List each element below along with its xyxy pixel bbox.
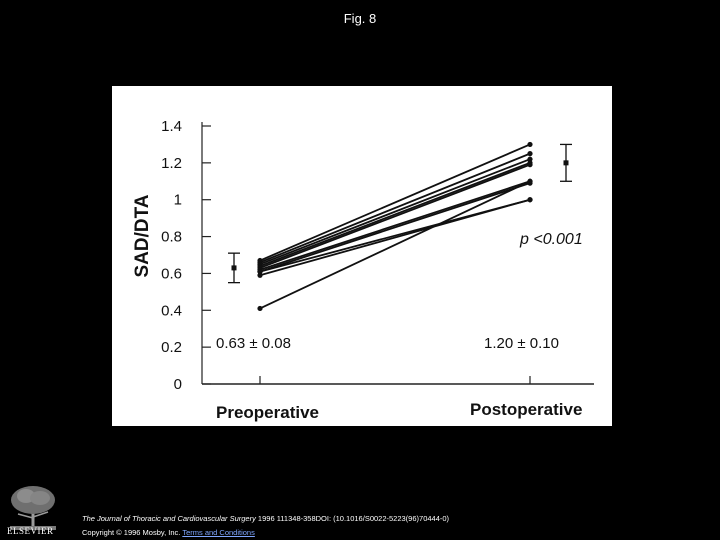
- terms-link[interactable]: Terms and Conditions: [182, 528, 255, 537]
- post-point: [527, 162, 533, 168]
- pre-point: [257, 268, 263, 275]
- y-tick-label: 1: [174, 192, 182, 209]
- subject-line: [259, 180, 531, 310]
- subject-line: [259, 158, 531, 266]
- y-tick-label: 0.8: [161, 229, 182, 246]
- summary-errorbars: [228, 143, 572, 284]
- y-tick-label: 1.2: [161, 155, 182, 172]
- subject-line: [259, 198, 531, 277]
- subject-line: [259, 182, 531, 273]
- x-category-label: Preoperative: [216, 403, 319, 422]
- y-ticks: 0 0.2 0.4 0.6 0.8 1 1.2 1.4: [161, 118, 211, 393]
- mean-marker: [231, 265, 237, 271]
- copyright-line: Copyright © 1996 Mosby, Inc. Terms and C…: [82, 528, 255, 537]
- citation-details: 1996 111348-358DOI: (10.1016/S0022-5223(…: [255, 514, 450, 523]
- subject-line: [259, 180, 531, 271]
- post-summary-label: 1.20 ± 0.10: [484, 335, 559, 352]
- x-category-label: Postoperative: [470, 400, 582, 419]
- copyright-text: Copyright © 1996 Mosby, Inc.: [82, 528, 181, 537]
- figure-title: Fig. 8: [343, 11, 377, 26]
- y-tick-label: 0.4: [161, 302, 182, 319]
- subject-line: [259, 143, 531, 262]
- subject-line: [259, 152, 531, 264]
- y-tick-label: 0.6: [161, 265, 182, 282]
- axes: [201, 122, 594, 385]
- line-chart: 0 0.2 0.4 0.6 0.8 1 1.2 1.4 Preoperative Postope…: [132, 118, 594, 422]
- subject-line: [259, 163, 531, 269]
- series-lines: [257, 141, 533, 312]
- citation: The Journal of Thoracic and Cardiovascul…: [82, 514, 449, 523]
- post-point: [527, 156, 533, 162]
- mean-marker: [563, 160, 569, 166]
- y-axis-label: SAD/DTA: [132, 194, 153, 277]
- publisher-name: ELSEVIER: [7, 526, 54, 536]
- elsevier-tree-logo: [6, 484, 60, 532]
- chart-labels: Preoperative Postoperative SAD/DTA 0.63 ± 0…: [132, 194, 583, 422]
- post-point: [527, 141, 533, 148]
- post-point: [527, 178, 533, 184]
- journal-name: The Journal of Thoracic and Cardiovascul…: [82, 514, 256, 523]
- subject-line: [259, 162, 531, 267]
- y-tick-label: 0.2: [161, 339, 182, 356]
- pre-summary-label: 0.63 ± 0.08: [216, 335, 291, 352]
- pre-point: [257, 272, 263, 278]
- post-point: [527, 151, 533, 157]
- y-tick-label: 1.4: [161, 118, 182, 135]
- p-value-annotation: p <0.001: [519, 231, 583, 248]
- chart-panel: 0 0.2 0.4 0.6 0.8 1 1.2 1.4 Preoperative Postope…: [112, 86, 612, 426]
- post-point: [527, 197, 533, 203]
- y-tick-label: 0: [174, 376, 182, 393]
- pre-point: [257, 305, 263, 312]
